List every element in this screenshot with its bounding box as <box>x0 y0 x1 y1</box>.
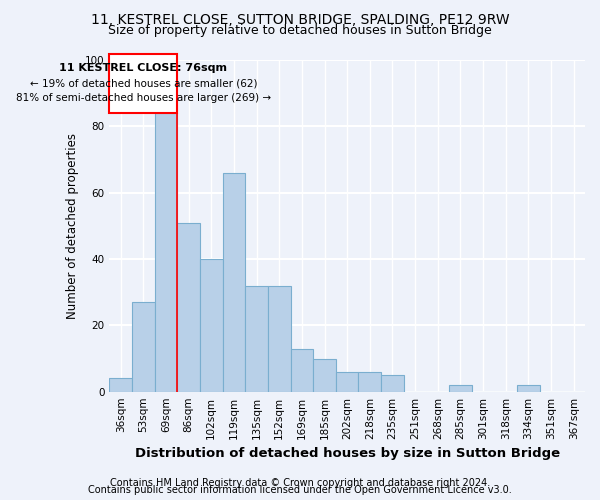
Bar <box>132 302 155 392</box>
Bar <box>517 385 539 392</box>
Bar <box>223 173 245 392</box>
Bar <box>109 378 132 392</box>
Text: Contains HM Land Registry data © Crown copyright and database right 2024.: Contains HM Land Registry data © Crown c… <box>110 478 490 488</box>
Bar <box>313 358 336 392</box>
FancyBboxPatch shape <box>109 54 177 113</box>
Text: 11 KESTREL CLOSE: 76sqm: 11 KESTREL CLOSE: 76sqm <box>59 64 227 74</box>
Y-axis label: Number of detached properties: Number of detached properties <box>67 133 79 319</box>
X-axis label: Distribution of detached houses by size in Sutton Bridge: Distribution of detached houses by size … <box>134 447 560 460</box>
Text: Size of property relative to detached houses in Sutton Bridge: Size of property relative to detached ho… <box>108 24 492 37</box>
Bar <box>449 385 472 392</box>
Bar <box>177 222 200 392</box>
Text: 11, KESTREL CLOSE, SUTTON BRIDGE, SPALDING, PE12 9RW: 11, KESTREL CLOSE, SUTTON BRIDGE, SPALDI… <box>91 12 509 26</box>
Bar <box>245 286 268 392</box>
Bar <box>336 372 358 392</box>
Text: ← 19% of detached houses are smaller (62): ← 19% of detached houses are smaller (62… <box>29 78 257 88</box>
Text: 81% of semi-detached houses are larger (269) →: 81% of semi-detached houses are larger (… <box>16 94 271 104</box>
Bar <box>290 348 313 392</box>
Bar <box>381 375 404 392</box>
Text: Contains public sector information licensed under the Open Government Licence v3: Contains public sector information licen… <box>88 485 512 495</box>
Bar <box>155 113 177 392</box>
Bar <box>268 286 290 392</box>
Bar <box>200 259 223 392</box>
Bar <box>358 372 381 392</box>
